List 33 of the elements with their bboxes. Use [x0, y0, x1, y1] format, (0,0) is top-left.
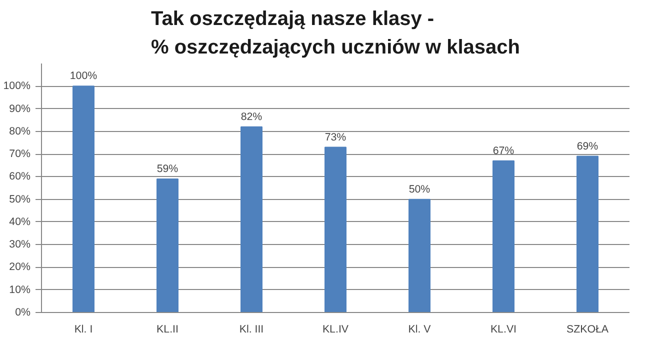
x-tick-label: SZKOŁA — [566, 324, 610, 336]
x-tick-label: Kl. V — [408, 324, 432, 336]
x-tick-label: Kl. I — [74, 324, 93, 336]
x-tick-label: KL.II — [156, 324, 178, 336]
chart-title: Tak oszczędzają nasze klasy - % oszczędzających uczniów w klasach — [150, 8, 520, 58]
bar — [324, 146, 346, 312]
data-label: 82% — [240, 110, 263, 123]
bar — [72, 86, 94, 312]
y-tick-label: 30% — [9, 238, 32, 251]
data-label: 100% — [70, 70, 98, 82]
y-tick-label: 100% — [3, 80, 32, 92]
y-tick-label: 0% — [15, 306, 32, 318]
x-tick-label: Kl. III — [239, 324, 264, 336]
bar — [156, 178, 178, 312]
y-tick-label: 60% — [9, 170, 32, 183]
y-tick-label: 70% — [9, 148, 32, 160]
data-label: 67% — [492, 144, 515, 157]
y-tick-label: 10% — [9, 284, 32, 296]
bar — [408, 198, 430, 312]
y-tick-label: 80% — [9, 125, 32, 138]
bar — [576, 156, 598, 312]
bar — [492, 160, 514, 312]
y-tick-label: 50% — [9, 193, 32, 206]
x-tick-label: KL.IV — [322, 324, 350, 336]
data-label: 50% — [408, 183, 431, 196]
x-tick-label: KL.VI — [490, 324, 517, 336]
data-label: 69% — [576, 140, 599, 152]
y-tick-label: 90% — [9, 102, 32, 115]
y-tick-label: 20% — [9, 261, 32, 274]
y-tick-label: 40% — [9, 216, 32, 228]
data-label: 59% — [156, 162, 179, 175]
bar — [240, 126, 262, 312]
data-label: 73% — [324, 131, 347, 144]
